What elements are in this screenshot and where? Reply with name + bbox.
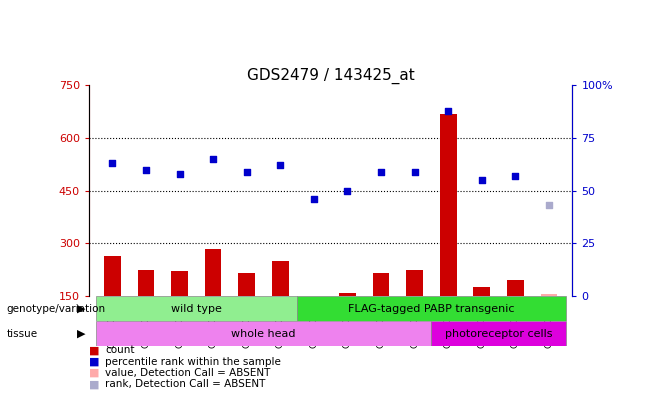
Bar (272, 261, 289, 349)
Text: genotype/variation: genotype/variation (7, 304, 106, 313)
Point (544, 202, 554, 209)
Point (510, 173, 520, 179)
Point (208, 156, 218, 162)
Text: whole head: whole head (231, 329, 295, 339)
Bar (406, 270, 423, 349)
Bar (95, 296, 297, 321)
Text: FLAG-tagged PABP transgenic: FLAG-tagged PABP transgenic (348, 304, 515, 313)
Bar (104, 256, 120, 349)
Point (107, 160, 118, 166)
Bar (473, 287, 490, 349)
Bar (440, 113, 457, 349)
Bar (297, 296, 566, 321)
Bar (507, 280, 524, 349)
Point (174, 171, 185, 177)
Bar (372, 273, 390, 349)
Text: value, Detection Call = ABSENT: value, Detection Call = ABSENT (105, 368, 270, 378)
Bar (541, 294, 557, 349)
Bar (205, 249, 222, 349)
Point (241, 168, 252, 175)
Title: GDS2479 / 143425_at: GDS2479 / 143425_at (247, 68, 415, 84)
Text: ■: ■ (89, 368, 99, 378)
Text: ▶: ▶ (78, 329, 86, 339)
Point (409, 168, 420, 175)
Text: photoreceptor cells: photoreceptor cells (445, 329, 552, 339)
Point (141, 166, 151, 173)
Text: tissue: tissue (7, 329, 38, 339)
Bar (432, 321, 566, 346)
Point (376, 168, 386, 175)
Point (309, 196, 319, 202)
Text: ■: ■ (89, 357, 99, 367)
Point (342, 188, 353, 194)
Bar (138, 270, 155, 349)
Text: wild type: wild type (171, 304, 222, 313)
Bar (95, 321, 432, 346)
Point (275, 162, 286, 169)
Text: percentile rank within the sample: percentile rank within the sample (105, 357, 281, 367)
Text: count: count (105, 345, 135, 355)
Point (443, 107, 453, 114)
Text: rank, Detection Call = ABSENT: rank, Detection Call = ABSENT (105, 379, 266, 389)
Bar (171, 271, 188, 349)
Text: ■: ■ (89, 379, 99, 389)
Bar (339, 292, 356, 349)
Text: ▶: ▶ (78, 304, 86, 313)
Text: ■: ■ (89, 345, 99, 355)
Point (476, 177, 487, 183)
Bar (305, 298, 322, 349)
Bar (238, 273, 255, 349)
